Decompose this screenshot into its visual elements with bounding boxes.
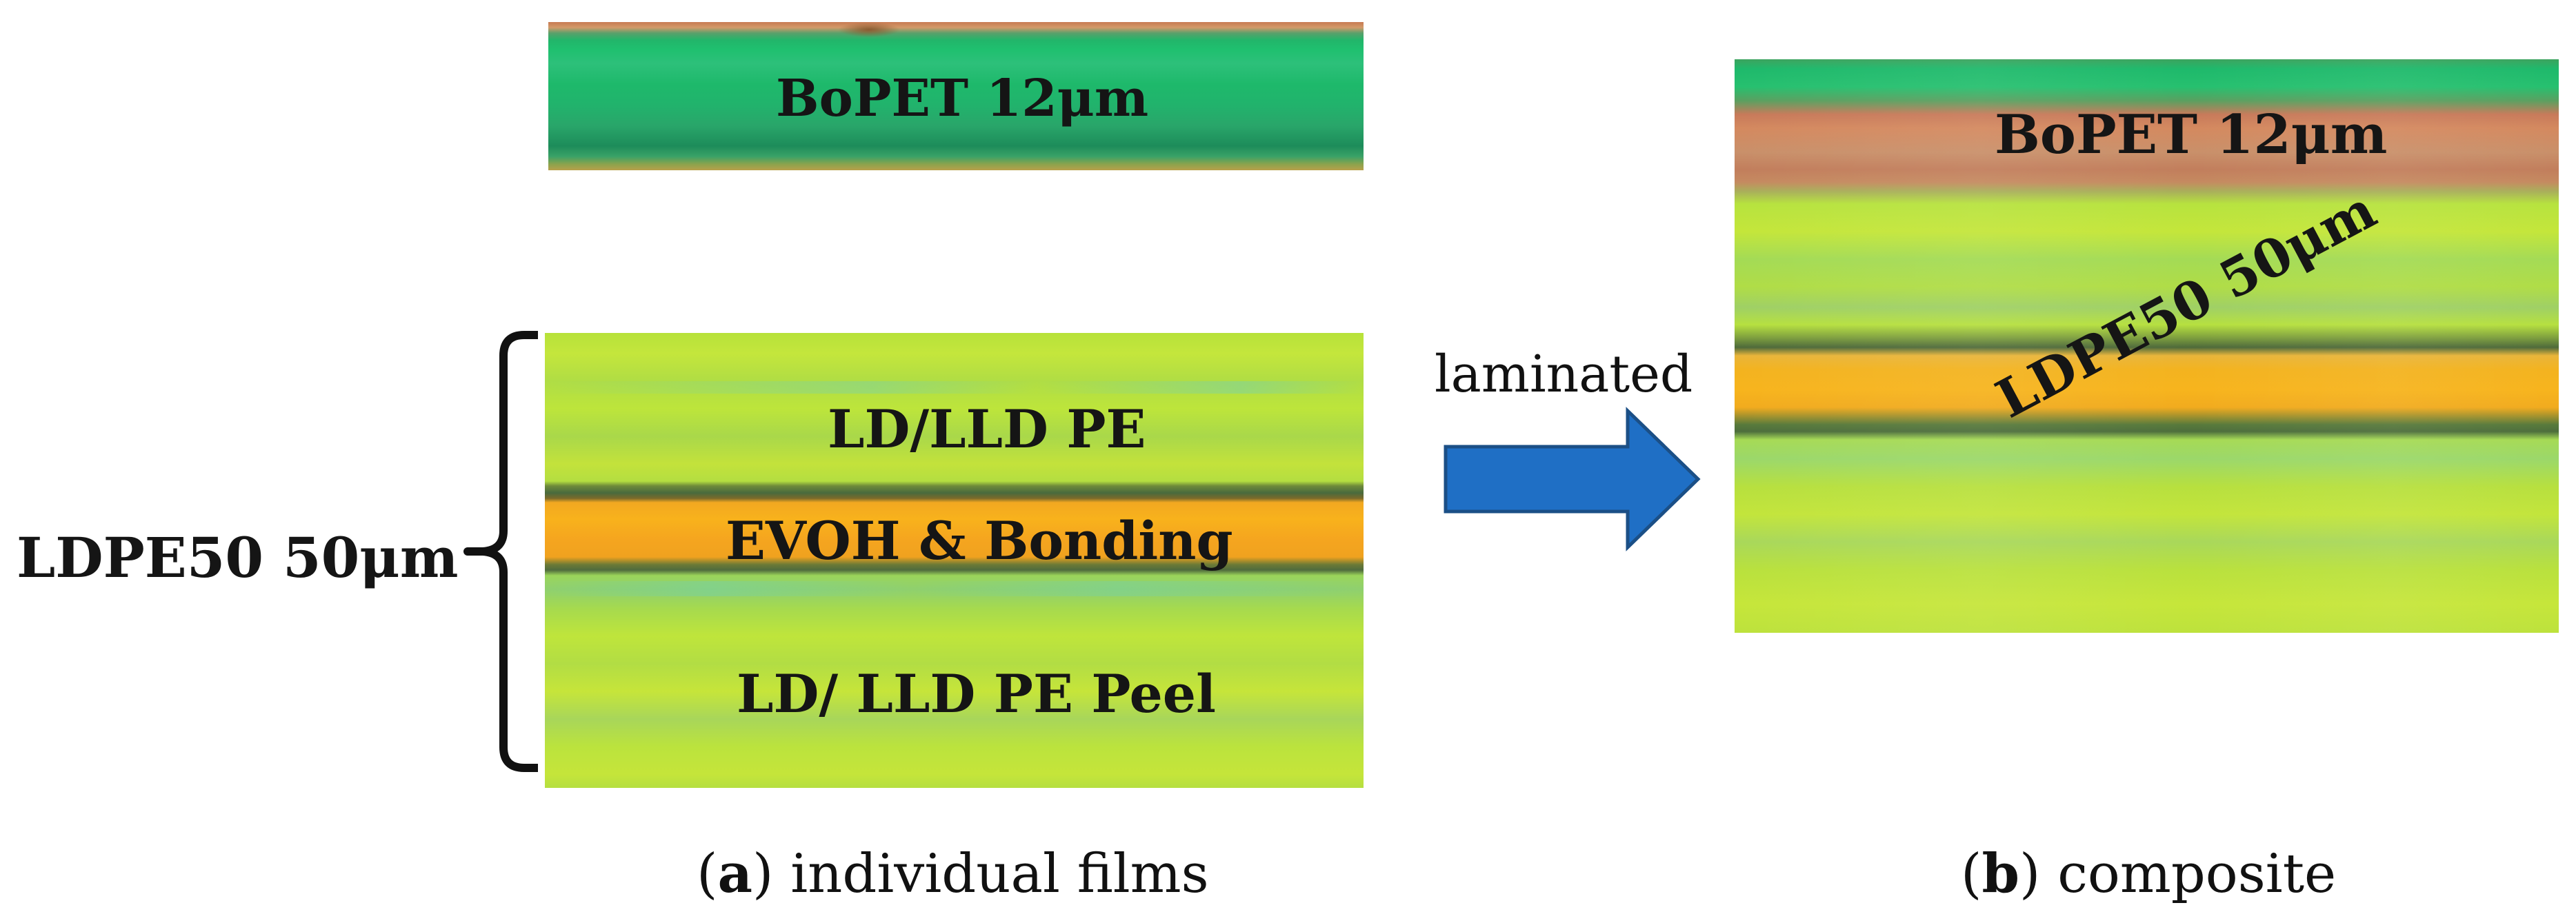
bopet-film-label: BoPET 12μm	[776, 69, 1149, 128]
laminated-label: laminated	[1435, 345, 1693, 404]
composite-film-sample	[1735, 59, 2559, 633]
ldpe50-brace-label: LDPE50 50μm	[17, 525, 459, 590]
ldpe50-film-sample	[545, 333, 1364, 788]
caption-a-text: individual films	[790, 843, 1209, 905]
curly-brace-icon	[463, 331, 538, 772]
layer-label-evoh-bonding: EVOH & Bonding	[726, 510, 1233, 571]
bopet-film-sample	[548, 22, 1364, 170]
caption-b-text: composite	[2057, 843, 2337, 905]
caption-b: (b) composite	[1961, 842, 2337, 905]
caption-a: (a) individual films	[697, 842, 1209, 905]
composite-bopet-label: BoPET 12μm	[1995, 103, 2388, 166]
layer-label-ld-lld-pe: LD/LLD PE	[828, 398, 1146, 460]
caption-b-letter: b	[1981, 842, 2019, 905]
layer-label-ld-lld-pe-peel: LD/ LLD PE Peel	[737, 663, 1217, 724]
caption-a-letter: a	[717, 842, 752, 905]
right-arrow-icon	[1444, 407, 1701, 551]
